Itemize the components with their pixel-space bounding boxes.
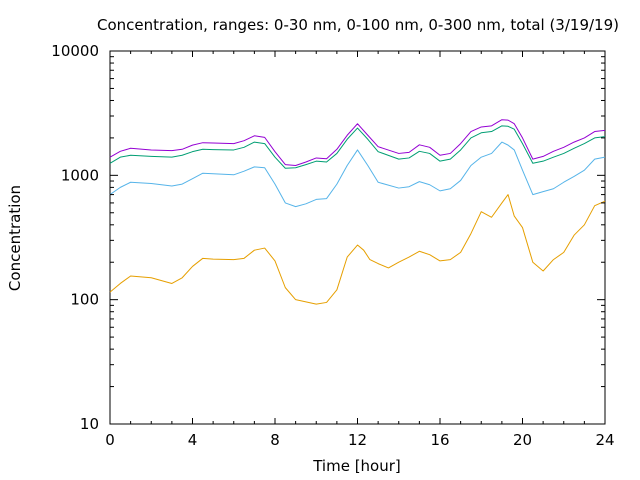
x-tick-label: 4 [188,431,198,449]
y-tick-label: 10 [80,415,99,433]
plot-frame [109,50,606,425]
series-line-2 [109,141,606,208]
tick-group: 0 4 8 12 16 20 24 10 100 1000 10000 [51,42,614,449]
y-axis-label: Concentration [6,185,24,291]
y-tick-label: 1000 [61,166,99,184]
x-axis-label: Time [hour] [312,457,401,475]
x-tick-label: 24 [595,431,614,449]
plot-area: 0 4 8 12 16 20 24 10 100 1000 10000 [51,42,614,449]
y-tick-label: 100 [70,291,99,309]
x-tick-label: 8 [270,431,280,449]
series-line-4 [109,119,606,166]
series-group [109,119,606,305]
x-tick-label: 12 [348,431,367,449]
x-tick-label: 20 [513,431,532,449]
x-tick-label: 16 [430,431,449,449]
series-line-1 [109,194,606,305]
x-tick-label: 0 [105,431,115,449]
y-tick-label: 10000 [51,42,99,60]
series-line-3 [109,125,606,169]
chart-title: Concentration, ranges: 0-30 nm, 0-100 nm… [97,16,619,34]
